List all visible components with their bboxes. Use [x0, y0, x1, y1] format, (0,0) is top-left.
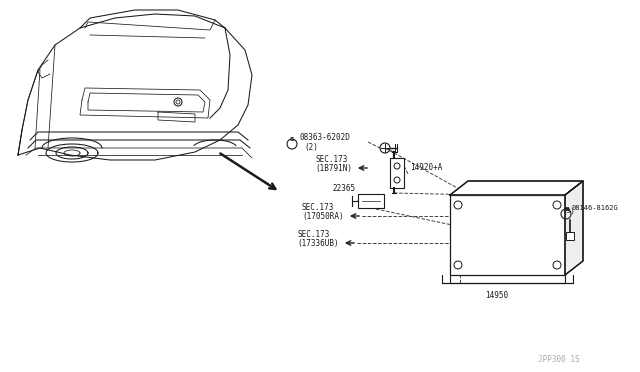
Text: B: B	[564, 207, 569, 212]
Text: 14920+A: 14920+A	[410, 163, 442, 172]
Polygon shape	[565, 181, 583, 275]
Bar	[390, 158, 404, 188]
Text: (2): (2)	[304, 143, 318, 152]
Circle shape	[454, 261, 462, 269]
Bar	[358, 194, 384, 208]
Bar	[566, 232, 574, 240]
Text: (17336UB): (17336UB)	[297, 239, 339, 248]
Text: SEC.173: SEC.173	[302, 203, 334, 212]
Bar	[450, 195, 565, 275]
Text: S: S	[290, 137, 294, 142]
Text: SEC.173: SEC.173	[297, 230, 330, 239]
Polygon shape	[450, 181, 583, 195]
Text: 08146-8162G: 08146-8162G	[571, 205, 618, 211]
Text: (3): (3)	[563, 207, 576, 214]
Text: (17050RA): (17050RA)	[302, 212, 344, 221]
Text: 22365: 22365	[332, 184, 355, 193]
Text: JPP300 1S: JPP300 1S	[538, 355, 580, 364]
Text: (1B791N): (1B791N)	[315, 164, 352, 173]
Circle shape	[553, 201, 561, 209]
Circle shape	[454, 201, 462, 209]
Circle shape	[553, 261, 561, 269]
Text: SEC.173: SEC.173	[315, 155, 348, 164]
Text: 14950: 14950	[485, 291, 509, 300]
Text: 08363-6202D: 08363-6202D	[300, 133, 351, 142]
